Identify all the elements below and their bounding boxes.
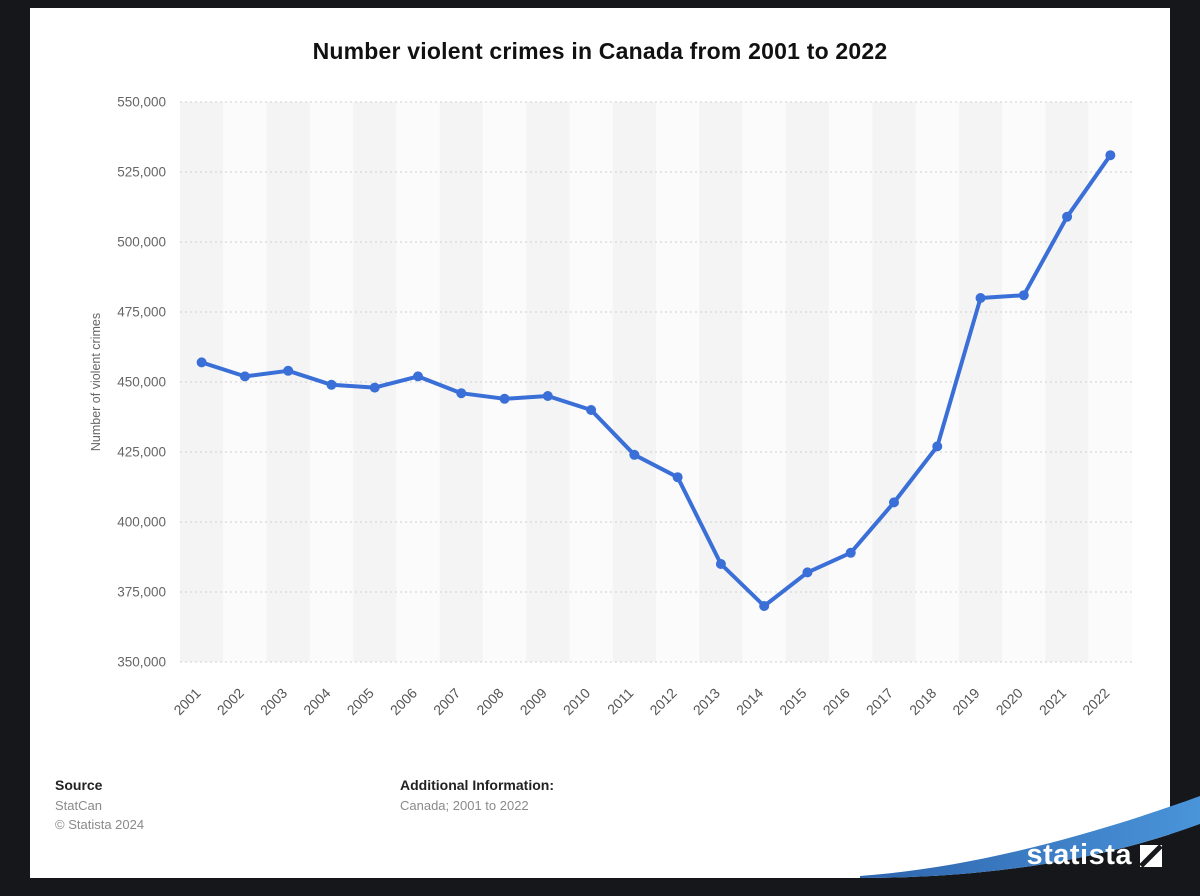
svg-text:375,000: 375,000 xyxy=(117,585,166,600)
y-axis-tick-labels: 350,000 375,000 400,000 425,000 450,000 475,0… xyxy=(117,95,166,670)
chart-card: Number violent crimes in Canada from 200… xyxy=(30,8,1170,878)
copyright-text: © Statista 2024 xyxy=(55,817,145,832)
svg-text:525,000: 525,000 xyxy=(117,165,166,180)
svg-text:2001: 2001 xyxy=(170,685,203,718)
svg-text:475,000: 475,000 xyxy=(117,305,166,320)
svg-text:2020: 2020 xyxy=(993,685,1026,718)
svg-text:2018: 2018 xyxy=(906,685,939,718)
svg-text:2021: 2021 xyxy=(1036,685,1069,718)
data-series xyxy=(196,150,1116,611)
chart-area: 350,000 375,000 400,000 425,000 450,000 475,0… xyxy=(42,77,1160,742)
svg-text:2008: 2008 xyxy=(473,685,506,718)
svg-text:2017: 2017 xyxy=(863,685,896,718)
svg-text:2010: 2010 xyxy=(560,685,593,718)
svg-text:2016: 2016 xyxy=(820,685,853,718)
svg-text:2004: 2004 xyxy=(300,685,333,718)
svg-text:2002: 2002 xyxy=(214,685,247,718)
svg-text:550,000: 550,000 xyxy=(117,95,166,110)
svg-text:2011: 2011 xyxy=(604,685,637,718)
svg-text:425,000: 425,000 xyxy=(117,445,166,460)
source-label: Source xyxy=(55,777,103,793)
chart-footer: Source StatCan © Statista 2024 Additiona… xyxy=(55,777,1145,836)
statista-logo: statista xyxy=(1026,839,1162,872)
swoosh-blue-band xyxy=(860,796,1200,878)
svg-text:2009: 2009 xyxy=(517,685,550,718)
source-name: StatCan xyxy=(55,798,102,813)
swoosh-dark-corner xyxy=(860,824,1200,896)
statista-swoosh-graphic xyxy=(860,796,1200,896)
statista-logo-text: statista xyxy=(1026,839,1132,871)
x-axis-tick-labels: 2001 2002 2003 2004 2005 2006 2007 2008 2009 2010… xyxy=(170,685,1112,718)
svg-text:2015: 2015 xyxy=(776,685,809,718)
svg-text:2014: 2014 xyxy=(733,685,766,718)
svg-text:2005: 2005 xyxy=(344,685,377,718)
svg-text:2003: 2003 xyxy=(257,685,290,718)
statista-logo-icon xyxy=(1140,844,1162,867)
svg-text:2006: 2006 xyxy=(387,685,420,718)
svg-text:2019: 2019 xyxy=(949,685,982,718)
svg-text:2007: 2007 xyxy=(430,685,463,718)
svg-text:2022: 2022 xyxy=(1079,685,1112,718)
svg-text:400,000: 400,000 xyxy=(117,515,166,530)
svg-text:350,000: 350,000 xyxy=(117,655,166,670)
svg-text:450,000: 450,000 xyxy=(117,375,166,390)
line-chart: 350,000 375,000 400,000 425,000 450,000 475,0… xyxy=(89,95,1132,718)
y-axis-title: Number of violent crimes xyxy=(89,313,103,451)
svg-text:500,000: 500,000 xyxy=(117,235,166,250)
additional-info-label: Additional Information: xyxy=(400,777,554,793)
additional-info-value: Canada; 2001 to 2022 xyxy=(400,798,529,813)
chart-title: Number violent crimes in Canada from 200… xyxy=(312,38,888,64)
svg-text:2012: 2012 xyxy=(646,685,679,718)
source-block: Source StatCan © Statista 2024 xyxy=(55,777,400,836)
svg-text:Number of violent crimes: Number of violent crimes xyxy=(89,313,103,451)
svg-text:2013: 2013 xyxy=(690,685,723,718)
additional-info-block: Additional Information: Canada; 2001 to … xyxy=(400,777,554,817)
gridlines xyxy=(180,101,1132,663)
